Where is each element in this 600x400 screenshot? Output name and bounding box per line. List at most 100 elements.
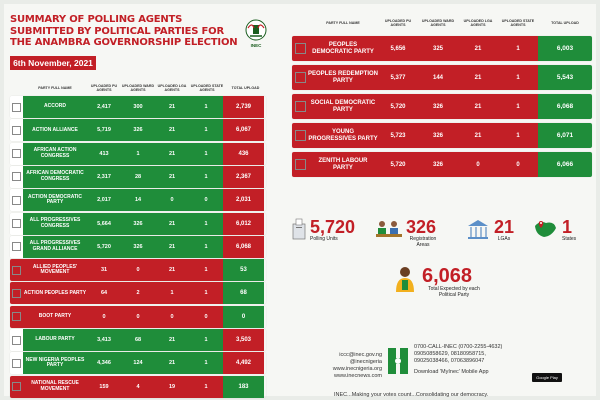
party-row: YOUNG PROGRESSIVES PARTY 5,723 326 21 1 6,071 — [292, 123, 592, 148]
party-row: NEW NIGERIA PEOPLES PARTY 4,346 124 21 1 4,49… — [10, 352, 266, 375]
lga-agents: 21 — [155, 142, 189, 165]
party-row: LABOUR PARTY 3,413 68 21 1 3,503 — [10, 329, 266, 351]
pu-agents: 5,720 — [378, 152, 418, 177]
party-name: PEOPLES REDEMPTION PARTY — [308, 65, 378, 90]
party-logo-icon — [12, 288, 21, 298]
header-lga-right: UPLOADED LGA AGENTS — [463, 19, 493, 27]
pu-agents: 5,664 — [87, 212, 121, 235]
party-row: AFRICAN DEMOCRATIC CONGRESS 2,317 28 21 1 2,3… — [10, 165, 266, 188]
tagline: INEC...Making your votes count...Consoli… — [334, 392, 489, 398]
contact-web-2[interactable]: www.inecnews.com — [334, 373, 382, 379]
page-title: SUMMARY OF POLLING AGENTS SUBMITTED BY P… — [10, 14, 260, 49]
party-logo-icon — [294, 43, 306, 54]
stat-lga-value: 21 — [494, 217, 515, 237]
party-row: BOOT PARTY 0 0 0 0 0 — [10, 305, 266, 328]
party-row: SOCIAL DEMOCRATIC PARTY 5,720 326 21 1 6,068 — [292, 94, 592, 119]
party-logo-icon — [294, 72, 306, 83]
lga-agents: 21 — [155, 96, 189, 118]
logo-text: INEC — [250, 43, 262, 48]
ward-agents: 300 — [121, 96, 155, 118]
party-logo-icon — [12, 265, 21, 275]
party-row: ALL PROGRESSIVES CONGRESS 5,664 326 21 1 6,01… — [10, 212, 266, 235]
state-agents: 1 — [498, 36, 538, 61]
stat-pu-label: Polling Units — [310, 236, 338, 242]
pu-agents: 5,723 — [378, 123, 418, 148]
contact-email[interactable]: iccc@inec.gov.ng — [339, 352, 382, 358]
state-agents: 1 — [189, 329, 223, 351]
party-logo — [10, 189, 23, 212]
lga-agents: 21 — [458, 65, 498, 90]
stat-state-value: 1 — [562, 217, 573, 237]
party-name: ALL PROGRESSIVES CONGRESS — [23, 212, 87, 235]
pu-agents: 3,413 — [87, 329, 121, 351]
total-upload: 0 — [223, 305, 264, 328]
party-row: PEOPLES REDEMPTION PARTY 5,377 144 21 1 5,543 — [292, 65, 592, 90]
pu-agents: 5,720 — [87, 235, 121, 258]
party-name: AFRICAN ACTION CONGRESS — [23, 142, 87, 165]
party-logo-icon — [12, 219, 21, 228]
ward-agents: 325 — [418, 36, 458, 61]
contact-web-1[interactable]: www.inecnigeria.org — [332, 366, 382, 372]
pu-agents: 5,719 — [87, 119, 121, 142]
ward-agents: 326 — [121, 119, 155, 142]
google-play-badge[interactable]: Google Play — [532, 373, 562, 382]
stat-state-label: States — [562, 236, 577, 242]
ward-agents: 14 — [121, 189, 155, 212]
ballot-box-icon — [292, 218, 306, 240]
lga-agents: 0 — [155, 305, 189, 328]
inec-logo: INEC — [244, 18, 268, 52]
party-logo — [10, 375, 23, 398]
total-expected-value: 6,068 — [422, 265, 473, 287]
ward-agents: 68 — [121, 329, 155, 351]
total-upload: 68 — [223, 282, 264, 305]
stat-states: 1 States — [532, 218, 576, 242]
party-logo — [10, 329, 23, 351]
lga-agents: 21 — [155, 212, 189, 235]
state-agents: 0 — [498, 152, 538, 177]
left-table-header: PARTY FULL NAME UPLOADED PU AGENTS UPLOA… — [10, 80, 266, 96]
state-agents: 1 — [498, 123, 538, 148]
infographic: SUMMARY OF POLLING AGENTS SUBMITTED BY P… — [4, 4, 596, 398]
party-logo — [10, 352, 23, 375]
party-logo-icon — [294, 130, 306, 141]
lga-agents: 0 — [155, 189, 189, 212]
party-logo — [10, 259, 23, 282]
ward-agents: 2 — [121, 282, 155, 305]
stat-lgas: 21 LGAs — [466, 218, 514, 242]
party-name: NATIONAL RESCUE MOVEMENT — [23, 375, 87, 398]
party-row: ZENITH LABOUR PARTY 5,720 326 0 0 6,066 — [292, 152, 592, 177]
party-name: ALL PROGRESSIVES GRAND ALLIANCE — [23, 235, 87, 258]
party-name: PEOPLES DEMOCRATIC PARTY — [308, 36, 378, 61]
lga-agents: 21 — [155, 259, 189, 282]
pu-agents: 5,656 — [378, 36, 418, 61]
header-ward: UPLOADED WARD AGENTS — [121, 84, 155, 92]
party-logo-icon — [12, 358, 21, 368]
state-agents: 1 — [189, 212, 223, 235]
contact-social[interactable]: @inecnigeria — [349, 359, 382, 365]
total-upload: 6,067 — [223, 119, 264, 142]
state-agents: 1 — [189, 259, 223, 282]
right-table-header: PARTY FULL NAME UPLOADED PU AGENTS UPLOA… — [292, 14, 592, 32]
pu-agents: 4,346 — [87, 352, 121, 375]
party-logo — [292, 65, 308, 90]
lga-agents: 21 — [155, 352, 189, 375]
party-logo — [10, 212, 23, 235]
party-logo-icon — [294, 159, 306, 170]
ward-agents: 0 — [121, 305, 155, 328]
total-upload: 2,739 — [223, 96, 264, 118]
party-row: ALLIED PEOPLES' MOVEMENT 31 0 21 1 53 — [10, 259, 266, 282]
contact-phone-2: 09050858629, 08180958715, — [414, 351, 486, 357]
header-lga: UPLOADED LGA AGENTS — [157, 84, 187, 92]
party-row: NATIONAL RESCUE MOVEMENT 159 4 19 1 183 — [10, 375, 266, 398]
total-upload: 53 — [223, 259, 264, 282]
lga-agents: 21 — [458, 123, 498, 148]
title-line-3: THE ANAMBRA GOVERNORSHIP ELECTION — [10, 37, 238, 48]
state-agents: 1 — [189, 352, 223, 375]
contact-phones: 0700-CALL-INEC (0700-2255-4632) 09050858… — [414, 344, 502, 376]
total-upload: 6,003 — [538, 36, 592, 61]
party-logo — [292, 123, 308, 148]
total-expected-label: Total Expected by each Political Party — [428, 286, 480, 298]
header-state: UPLOADED STATE AGENTS — [190, 84, 224, 92]
date-badge: 6th November, 2021 — [10, 56, 96, 70]
state-agents: 0 — [189, 189, 223, 212]
